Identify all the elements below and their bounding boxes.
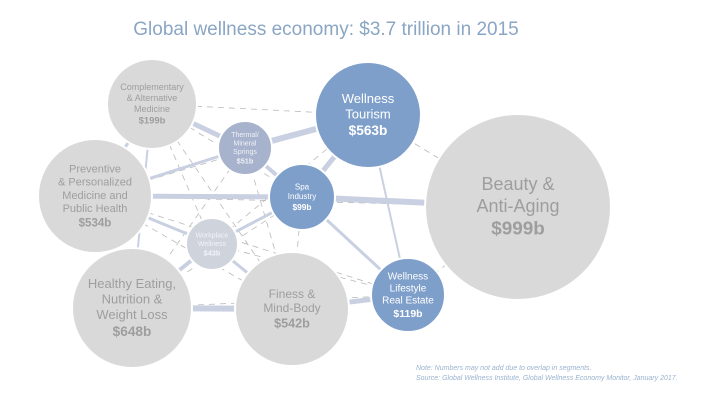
node-circle (217, 120, 273, 176)
node-value: $99b (292, 202, 311, 212)
node: Beauty &Anti-Aging $999b (424, 113, 612, 301)
node-circle (71, 247, 193, 369)
node-circle (314, 61, 422, 169)
node-label: Lifestyle (390, 284, 427, 295)
node-circle (185, 217, 239, 271)
node: Finess &Mind-Body $542b (234, 251, 350, 367)
node-label: Weight Loss (96, 307, 168, 322)
source: Source: Global Wellness Institute, Globa… (416, 375, 678, 382)
node-label: Real Estate (382, 296, 434, 307)
node-circle (370, 257, 446, 333)
node-label: Thermal/ (231, 132, 259, 139)
note: Note: Numbers may not add due to overlap… (416, 365, 592, 372)
node-label: Industry (288, 192, 316, 201)
node-label: Public Health (63, 203, 128, 215)
node-value: $534b (79, 217, 112, 229)
node-value: $119b (393, 308, 422, 320)
node-circle (424, 113, 612, 301)
node-circle (268, 163, 336, 231)
dashed-link (151, 103, 293, 310)
node-label: Medicine (134, 104, 170, 114)
node-value: $542b (274, 317, 310, 331)
node-label: Mineral (234, 141, 257, 148)
node-value: $999b (491, 219, 545, 240)
node-value: $199b (139, 116, 166, 127)
node-label: Wellness (388, 272, 428, 283)
node-label: Spa (295, 183, 310, 192)
node-label: Springs (233, 149, 257, 156)
node-circle (37, 138, 153, 254)
node-label: Mind-Body (263, 301, 320, 315)
node-label: Medicine and (62, 190, 127, 202)
node: Workplace Wellness$43b (185, 217, 239, 271)
node-label: & Alternative (127, 93, 178, 103)
node-circle (234, 251, 350, 367)
node-label: Preventive (69, 164, 121, 176)
node-label: Complementary (120, 82, 184, 92)
node-label: & Personalized (58, 177, 132, 189)
node-label: Wellness (342, 91, 395, 106)
node-value: $563b (349, 123, 388, 138)
node-label: Wellness (198, 241, 227, 248)
node-value: $51b (237, 157, 254, 166)
node-circle (106, 58, 198, 150)
node-label: Anti-Aging (476, 196, 559, 216)
node-label: Finess & (269, 287, 316, 301)
node-label: Tourism (345, 106, 391, 121)
node-value: $43b (204, 248, 221, 257)
node-label: Healthy Eating, (88, 276, 176, 291)
title: Global wellness economy: $3.7 trillion i… (133, 19, 519, 40)
node: Healthy Eating,Nutrition &Weight Loss $64… (71, 247, 193, 369)
node-label: Beauty & (481, 174, 554, 194)
node-label: Workplace (196, 232, 229, 239)
node-label: Nutrition & (102, 292, 163, 307)
node-value: $648b (113, 324, 152, 339)
